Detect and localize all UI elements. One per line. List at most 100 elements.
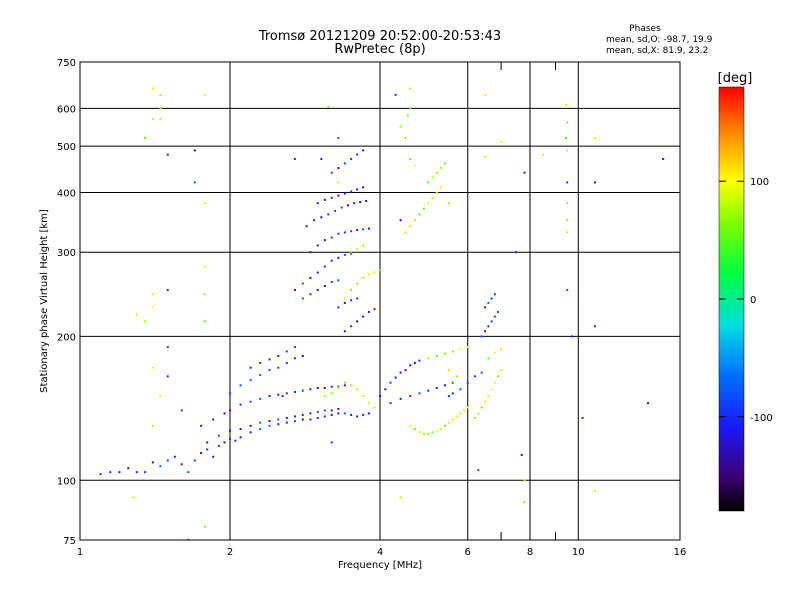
data-point [301, 418, 304, 421]
data-point [379, 269, 381, 272]
data-point [343, 330, 346, 333]
data-point [323, 409, 326, 412]
data-point [367, 412, 370, 415]
data-point [389, 381, 392, 384]
x-tick-label: 4 [377, 547, 383, 558]
data-point [223, 441, 226, 444]
data-point [394, 93, 397, 96]
data-point [409, 158, 412, 161]
data-point [459, 388, 462, 391]
data-point [309, 276, 312, 279]
data-point [277, 423, 280, 426]
data-point [427, 389, 430, 392]
plot-grid [80, 62, 680, 540]
data-point [350, 384, 353, 387]
phases-heading: Phases [629, 24, 661, 34]
data-point [249, 431, 252, 434]
data-point [439, 428, 442, 431]
data-point [451, 350, 454, 353]
data-point [330, 392, 333, 395]
data-point [285, 392, 288, 395]
data-point [593, 325, 596, 328]
data-point [443, 162, 446, 165]
data-point [293, 390, 296, 393]
data-point [389, 402, 392, 405]
data-point [316, 410, 319, 413]
data-point [316, 271, 319, 274]
data-point [320, 216, 323, 219]
data-point [343, 297, 346, 300]
data-point [109, 471, 112, 474]
data-point [356, 153, 359, 156]
data-point [323, 284, 326, 287]
data-point [409, 225, 412, 228]
data-point [301, 297, 304, 300]
data-point [487, 301, 490, 304]
data-point [459, 348, 462, 351]
data-point [447, 369, 450, 372]
data-point [305, 225, 308, 228]
colorbar-label: [deg] [718, 71, 753, 86]
data-point [166, 289, 169, 292]
data-point [435, 171, 438, 174]
data-point [384, 388, 387, 391]
data-point [455, 415, 458, 418]
data-point [439, 167, 442, 170]
data-point [477, 412, 480, 415]
data-point [373, 308, 376, 311]
data-point [337, 137, 340, 140]
data-point [330, 259, 333, 262]
data-point [662, 158, 665, 161]
x-tick-label: 1 [77, 547, 83, 558]
data-point [581, 416, 584, 419]
data-point [249, 400, 252, 403]
data-point [490, 388, 493, 391]
data-point [259, 421, 262, 424]
data-point [523, 479, 526, 482]
data-point [362, 315, 365, 318]
data-point [394, 376, 397, 379]
data-point [356, 388, 359, 391]
data-point [337, 306, 340, 309]
data-point [418, 359, 421, 362]
data-point [323, 239, 326, 242]
data-point [301, 413, 304, 416]
y-tick-label: 600 [57, 104, 76, 115]
data-point [229, 409, 231, 412]
data-point [223, 412, 226, 415]
data-point [523, 171, 526, 174]
data-point [542, 153, 545, 156]
data-point [646, 402, 649, 405]
data-point [496, 375, 499, 378]
data-point [229, 437, 231, 440]
x-axis-label: Frequency [MHz] [338, 560, 422, 571]
data-point [500, 141, 503, 144]
data-point [350, 413, 353, 416]
data-point [399, 219, 402, 222]
data-point [350, 190, 353, 193]
data-point [404, 231, 407, 234]
x-tick-label: 8 [527, 547, 533, 558]
data-point [268, 358, 271, 361]
data-point [409, 424, 412, 427]
data-point [435, 354, 438, 357]
data-point [484, 93, 487, 96]
data-point [566, 181, 569, 184]
data-point [309, 293, 312, 296]
data-point [373, 271, 376, 274]
data-point [268, 424, 271, 427]
data-point [337, 232, 340, 235]
data-point [353, 202, 356, 205]
data-point [566, 231, 569, 234]
data-point [249, 379, 252, 382]
data-point [316, 289, 319, 292]
data-point [203, 93, 206, 96]
data-point [350, 299, 353, 302]
data-point [249, 366, 252, 369]
data-point [447, 421, 450, 424]
data-point [493, 381, 496, 384]
x-tick-label: 16 [674, 547, 687, 558]
data-point [166, 375, 169, 378]
colorbar-ticks: 100 0 -100 [719, 177, 773, 424]
